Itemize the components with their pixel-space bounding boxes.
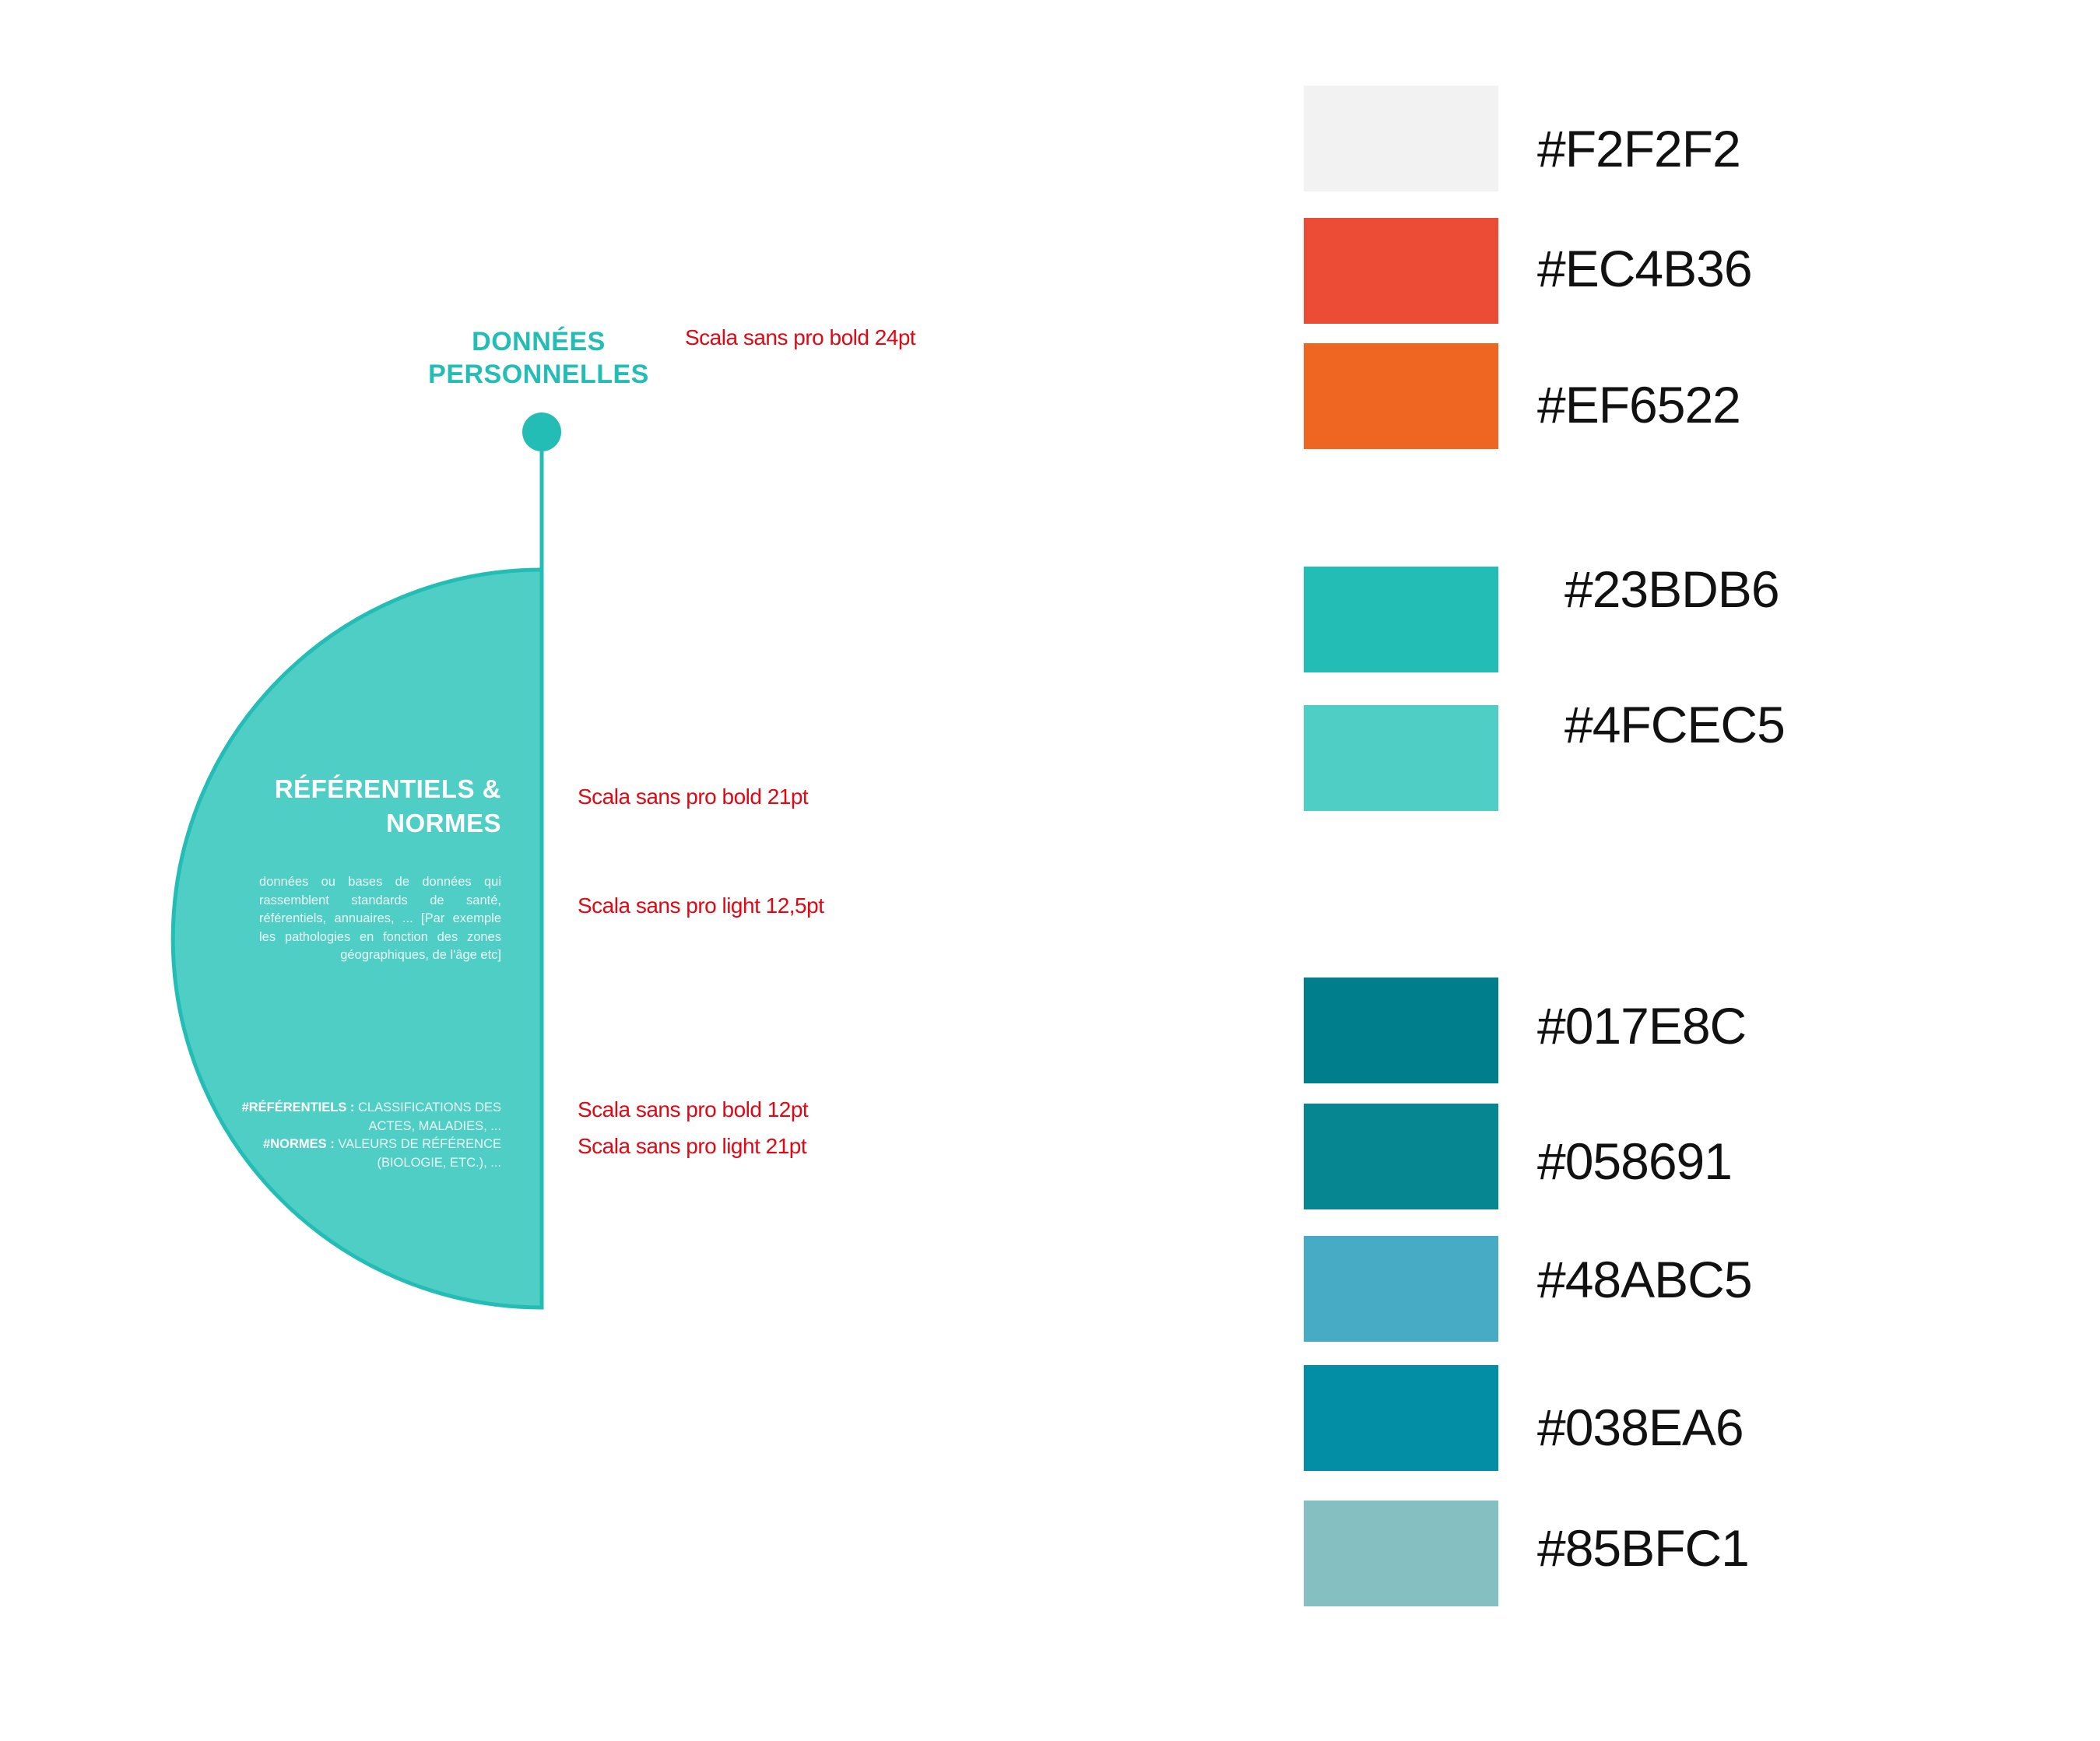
swatch-85bfc1: [1304, 1501, 1498, 1606]
hex-label: #4FCEC5: [1564, 696, 1786, 753]
annotation-notes-bold-font: Scala sans pro bold 12pt: [578, 1097, 809, 1121]
note2-text: VALEURS DE RÉFÉRENCE (BIOLOGIE, ETC.), .…: [338, 1137, 501, 1170]
swatch-f2f2f2: [1304, 86, 1498, 191]
semicircle-shape: [170, 567, 544, 1310]
hex-label: #85BFC1: [1537, 1519, 1750, 1577]
top-title-line2: PERSONNELLES: [428, 360, 649, 389]
swatch-4fcec5: [1304, 705, 1498, 811]
swatch-23bdb6: [1304, 567, 1498, 672]
semicircle-title-line1: RÉFÉRENTIELS &: [274, 774, 501, 803]
hex-label: #F2F2F2: [1537, 120, 1741, 177]
top-title: DONNÉES PERSONNELLES: [389, 325, 688, 391]
swatch-48abc5: [1304, 1236, 1498, 1342]
annotation-title-font: Scala sans pro bold 24pt: [685, 325, 916, 349]
swatch-ec4b36: [1304, 218, 1498, 324]
hex-label: #EF6522: [1537, 376, 1741, 433]
annotation-heading-font: Scala sans pro bold 21pt: [578, 785, 809, 809]
timeline-dot: [522, 412, 561, 451]
annotation-body-font: Scala sans pro light 12,5pt: [578, 893, 824, 918]
note2-label: #NORMES :: [263, 1137, 335, 1151]
swatch-038ea6: [1304, 1365, 1498, 1471]
hex-label: #48ABC5: [1537, 1251, 1753, 1308]
note1-text: CLASSIFICATIONS DES ACTES, MALADIES, ...: [358, 1100, 501, 1133]
swatch-ef6522: [1304, 343, 1498, 449]
semicircle-description: données ou bases de données qui rassembl…: [259, 875, 501, 962]
hex-label: #EC4B36: [1537, 240, 1753, 297]
hex-label: #017E8C: [1537, 997, 1747, 1055]
annotation-notes-light-font: Scala sans pro light 21pt: [578, 1134, 807, 1158]
hex-label: #038EA6: [1537, 1399, 1744, 1456]
hex-label: #058691: [1537, 1132, 1733, 1190]
note1-label: #RÉFÉRENTIELS :: [241, 1100, 355, 1114]
semicircle-notes: #RÉFÉRENTIELS : CLASSIFICATIONS DES ACTE…: [234, 1099, 501, 1172]
swatch-017e8c: [1304, 978, 1498, 1083]
semicircle-title-line2: NORMES: [386, 809, 501, 837]
semicircle-title: RÉFÉRENTIELS & NORMES: [234, 772, 501, 841]
top-title-line1: DONNÉES: [472, 327, 606, 356]
hex-label: #23BDB6: [1564, 560, 1780, 618]
swatch-058691: [1304, 1104, 1498, 1209]
